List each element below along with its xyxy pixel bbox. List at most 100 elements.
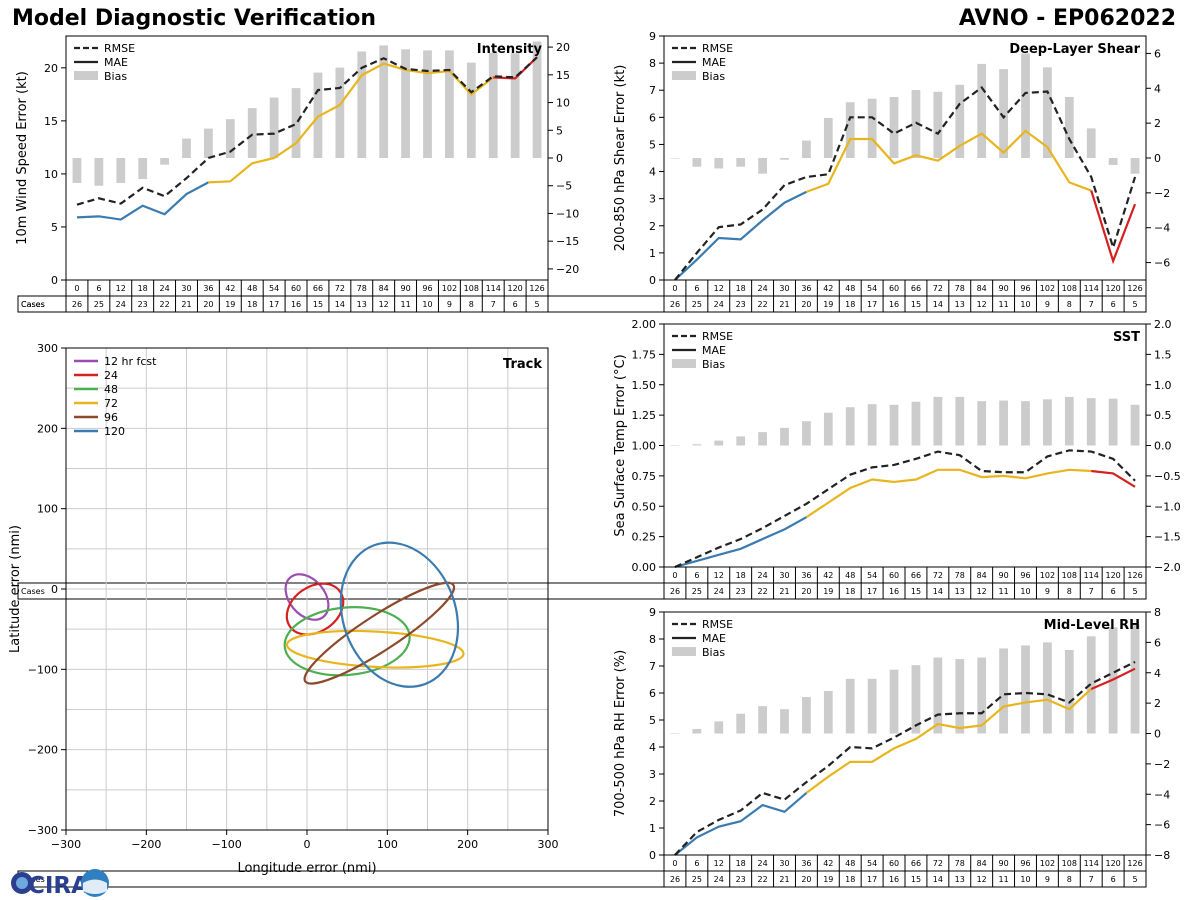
case-count: 23 xyxy=(736,300,746,309)
hour-label: 84 xyxy=(379,284,389,293)
y-tick-label: 0.00 xyxy=(632,561,657,574)
hour-label: 60 xyxy=(889,284,899,293)
hour-label: 54 xyxy=(867,571,877,580)
legend-rmse-label: RMSE xyxy=(702,618,733,631)
hour-label: 18 xyxy=(736,284,746,293)
case-count: 14 xyxy=(933,300,943,309)
hour-label: 66 xyxy=(911,571,921,580)
y-axis-label: 10m Wind Speed Error (kt) xyxy=(15,71,30,245)
case-count: 23 xyxy=(736,875,746,884)
case-count: 6 xyxy=(1111,875,1116,884)
page-title: Model Diagnostic Verification xyxy=(12,6,377,31)
y2-tick-label: −2 xyxy=(1154,187,1170,200)
bias-bar xyxy=(247,108,257,158)
y-tick-label: 10 xyxy=(44,168,58,181)
error-ellipse xyxy=(283,606,411,677)
bias-bar xyxy=(802,697,811,734)
hour-label: 42 xyxy=(823,859,833,868)
hour-label: 120 xyxy=(1105,571,1120,580)
hour-label: 126 xyxy=(1127,571,1142,580)
case-count: 26 xyxy=(670,587,680,596)
case-count: 22 xyxy=(757,587,767,596)
hour-label: 12 xyxy=(116,284,126,293)
y-tick-label: 1 xyxy=(649,247,656,260)
case-count: 16 xyxy=(889,587,899,596)
mae-line-yellow xyxy=(805,468,1092,519)
y2-tick-label: −2 xyxy=(1154,758,1170,771)
bias-bar xyxy=(845,678,855,734)
legend-label: 72 xyxy=(104,397,118,410)
y2-tick-label: 6 xyxy=(1154,636,1161,649)
bias-bar xyxy=(670,733,680,734)
case-count: 22 xyxy=(757,875,767,884)
y-tick-label: 7 xyxy=(649,660,656,673)
panel-title: Intensity xyxy=(477,42,543,57)
x-tick-label: 200 xyxy=(457,838,478,851)
bias-bar xyxy=(823,117,833,158)
case-count: 6 xyxy=(513,300,518,309)
bias-bar xyxy=(466,62,476,159)
y2-tick-label: 0 xyxy=(556,152,563,165)
panel-sst: 0.000.250.500.751.001.251.501.752.00−2.0… xyxy=(17,318,1181,600)
y2-tick-label: −4 xyxy=(1154,222,1170,235)
case-count: 19 xyxy=(225,300,235,309)
bias-bar xyxy=(445,50,454,158)
case-count: 17 xyxy=(867,875,877,884)
bias-bar xyxy=(714,158,724,169)
y-tick-label: 0 xyxy=(649,274,656,287)
case-count: 24 xyxy=(714,875,724,884)
case-count: 9 xyxy=(1045,300,1050,309)
hour-label: 114 xyxy=(1084,571,1099,580)
case-count: 20 xyxy=(801,875,811,884)
case-count: 26 xyxy=(670,875,680,884)
hour-label: 0 xyxy=(672,571,677,580)
case-count: 26 xyxy=(72,300,82,309)
bias-bar xyxy=(867,98,877,158)
y-tick-label: 100 xyxy=(37,503,58,516)
bias-bar xyxy=(977,657,987,734)
bias-bar xyxy=(401,49,410,158)
bias-bar xyxy=(802,421,811,446)
y-axis-label: 700-500 hPa RH Error (%) xyxy=(613,650,628,817)
bias-bar xyxy=(1021,401,1030,446)
case-count: 10 xyxy=(1020,875,1030,884)
bias-bar xyxy=(423,50,432,158)
case-count: 14 xyxy=(335,300,345,309)
legend-label: 24 xyxy=(104,369,118,382)
bias-bar xyxy=(1043,642,1052,734)
noaa-wave-icon xyxy=(83,879,107,894)
legend-bias-swatch xyxy=(672,647,696,656)
case-count: 7 xyxy=(1089,300,1094,309)
bias-bar xyxy=(204,128,213,158)
y2-tick-label: −1.0 xyxy=(1154,500,1181,513)
y2-tick-label: −5 xyxy=(556,180,572,193)
y-tick-label: 1 xyxy=(649,822,656,835)
bias-bar xyxy=(138,158,148,180)
legend-bias-label: Bias xyxy=(104,70,127,83)
bias-bar xyxy=(933,657,943,734)
y2-tick-label: 4 xyxy=(1154,82,1161,95)
bias-bar xyxy=(889,404,899,446)
y-tick-label: 2.00 xyxy=(632,318,657,331)
hour-label: 96 xyxy=(1020,859,1030,868)
case-count: 8 xyxy=(1067,300,1072,309)
bias-bar xyxy=(1064,97,1074,158)
case-count: 25 xyxy=(692,587,702,596)
hour-label: 108 xyxy=(1062,859,1077,868)
legend-rmse-label: RMSE xyxy=(702,42,733,55)
bias-bar xyxy=(1108,398,1118,446)
y-tick-label: 0 xyxy=(649,849,656,862)
bias-bar xyxy=(692,158,702,167)
case-count: 20 xyxy=(203,300,213,309)
hour-label: 6 xyxy=(694,284,699,293)
hour-label: 78 xyxy=(955,859,965,868)
bias-bar xyxy=(1130,624,1140,734)
bias-bar xyxy=(933,396,943,446)
globe-inner-icon xyxy=(16,877,28,889)
y-tick-label: −100 xyxy=(28,663,58,676)
hour-label: 102 xyxy=(1040,284,1055,293)
case-count: 22 xyxy=(757,300,767,309)
y2-tick-label: 2.0 xyxy=(1154,318,1172,331)
case-count: 11 xyxy=(400,300,410,309)
bias-bar xyxy=(1021,53,1030,158)
